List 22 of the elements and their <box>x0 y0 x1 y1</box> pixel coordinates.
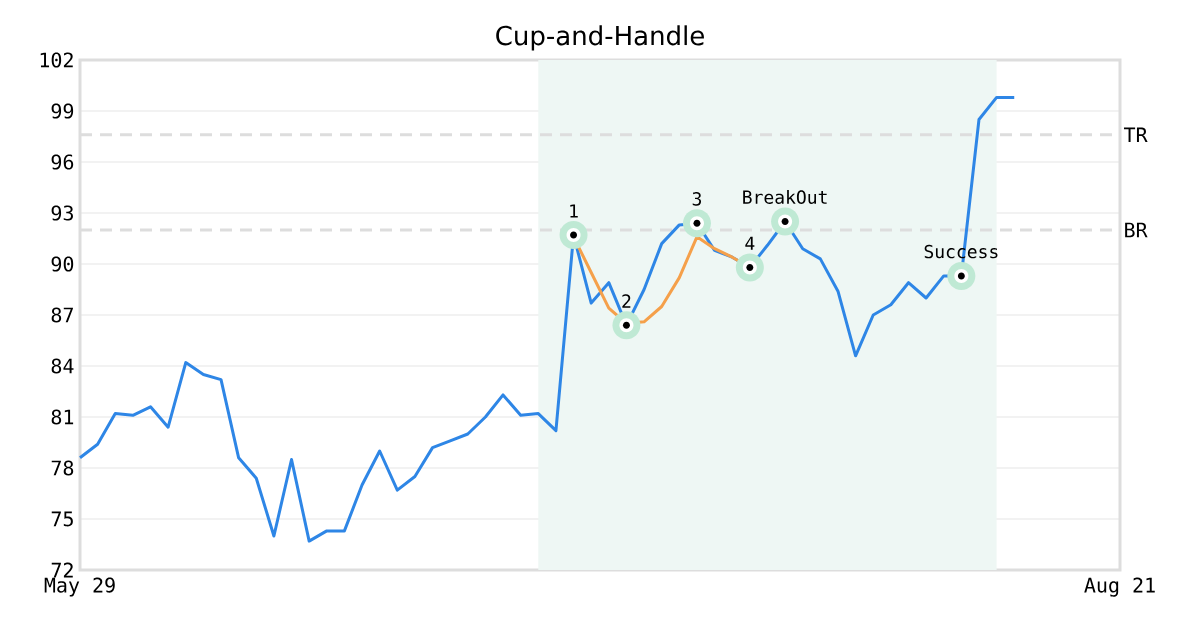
y-tick-label: 99 <box>51 103 74 119</box>
annotation: 2 <box>622 294 631 308</box>
y-tick-label: 78 <box>51 460 74 476</box>
y-tick-label: 87 <box>51 307 73 323</box>
y-tick-label: 90 <box>51 256 74 272</box>
y-tick-label: 102 <box>40 52 73 68</box>
annotation: 1 <box>570 204 578 218</box>
y-tick-label: 72 <box>51 562 73 578</box>
y-tick-label: 75 <box>51 511 73 527</box>
x-tick-label: May 29 <box>44 577 115 597</box>
y-tick-label: 96 <box>51 154 74 170</box>
y-tick-label: 93 <box>51 205 73 221</box>
x-tick-label: Aug 21 <box>1084 577 1155 597</box>
annotation: BreakOut <box>743 190 827 204</box>
line-series <box>78 95 1016 543</box>
annotation: 4 <box>745 236 755 250</box>
y-tick-label: 84 <box>51 358 74 374</box>
annotation: 3 <box>692 192 702 206</box>
ref-line-label: BR <box>1125 222 1148 238</box>
ref-line-label: TR <box>1123 127 1148 143</box>
y-tick-label: 81 <box>51 409 74 425</box>
chart-title: Cup-and-Handle <box>496 25 704 51</box>
